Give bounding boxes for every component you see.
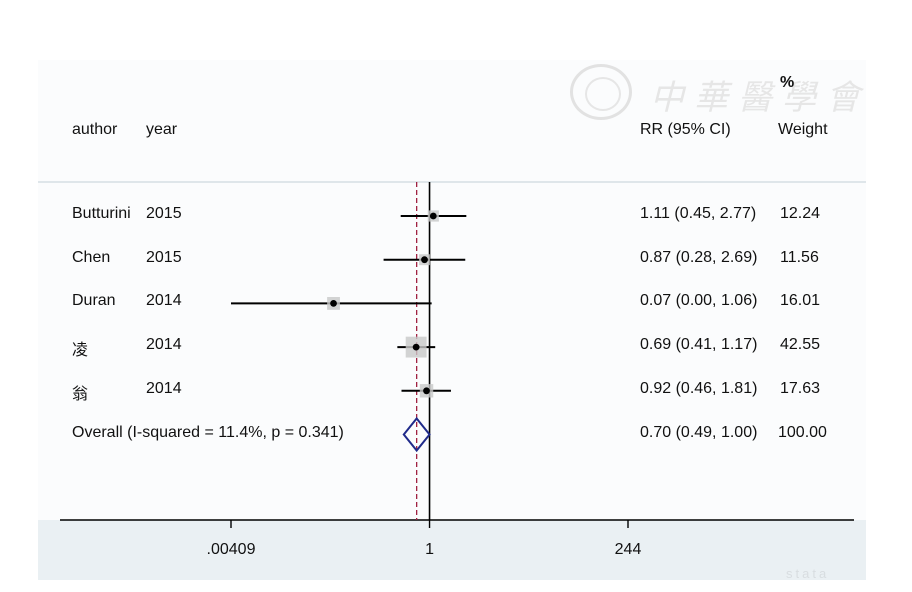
overall-weight: 100.00 <box>778 423 827 441</box>
study-year-1: 2015 <box>146 248 182 266</box>
study-weight-1: 11.56 <box>780 248 819 266</box>
overall-ci: 0.70 (0.49, 1.00) <box>640 423 758 441</box>
plot-area <box>38 60 866 520</box>
society-seal-icon <box>570 64 632 120</box>
study-weight-2: 16.01 <box>780 292 821 310</box>
header-year: year <box>146 121 178 138</box>
header-effect: RR (95% CI) <box>640 121 731 138</box>
study-weight-3: 42.55 <box>780 336 821 354</box>
study-point-2 <box>330 300 337 307</box>
study-author-0: Butturini <box>72 205 131 222</box>
x-tick-label-2: 244 <box>615 541 642 558</box>
study-point-1 <box>421 256 428 264</box>
header-weight-unit: % <box>780 74 795 91</box>
study-ci-0: 1.11 (0.45, 2.77) <box>640 205 757 222</box>
study-point-4 <box>423 387 430 395</box>
stata-watermark: stata <box>786 566 830 581</box>
x-tick-label-1: 1 <box>425 541 434 558</box>
watermark-text: 中華醫學會 <box>650 78 870 118</box>
watermark: 中華醫學會 <box>570 62 860 122</box>
study-author-3: 凌 <box>72 342 89 360</box>
study-ci-2: 0.07 (0.00, 1.06) <box>640 292 758 310</box>
study-author-2: Duran <box>72 292 116 310</box>
study-weight-4: 17.63 <box>780 379 821 397</box>
overall-label: Overall (I-squared = 11.4%, p = 0.341) <box>72 423 344 441</box>
header-author: author <box>72 121 118 138</box>
overall-diamond <box>402 416 431 453</box>
study-year-3: 2014 <box>146 336 182 354</box>
study-ci-4: 0.92 (0.46, 1.81) <box>640 379 758 397</box>
study-year-2: 2014 <box>146 292 182 310</box>
study-ci-3: 0.69 (0.41, 1.17) <box>640 336 758 354</box>
study-year-0: 2015 <box>146 205 182 222</box>
study-author-4: 翁 <box>72 385 89 403</box>
study-point-0 <box>429 212 437 220</box>
study-year-4: 2014 <box>146 379 182 397</box>
header-weight: Weight <box>778 121 828 138</box>
study-point-3 <box>412 343 420 351</box>
study-weight-0: 12.24 <box>780 205 821 222</box>
study-author-1: Chen <box>72 248 111 266</box>
x-tick-label-0: .00409 <box>207 541 256 558</box>
study-ci-1: 0.87 (0.28, 2.69) <box>640 248 758 266</box>
